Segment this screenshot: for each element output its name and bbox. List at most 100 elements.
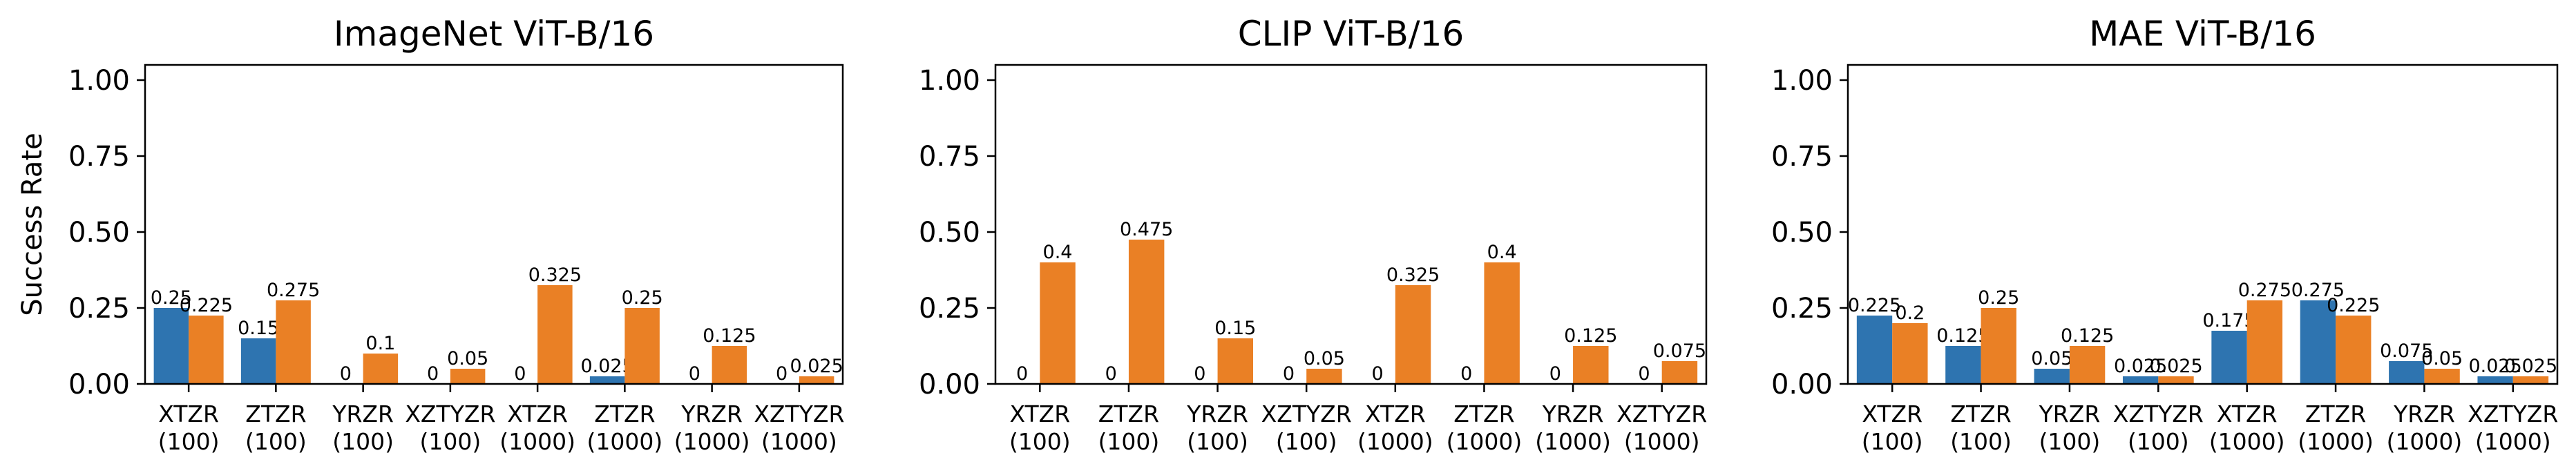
bar-value-label: 0.15 <box>1214 318 1256 339</box>
y-tick-label: 0.50 <box>919 217 980 249</box>
x-tick-sublabel: (100) <box>1276 428 1337 455</box>
x-tick-label: YRZR <box>680 400 743 427</box>
bar-series-2-4 <box>450 369 486 384</box>
plot-frame <box>1847 64 2559 385</box>
bar-value-label: 0.275 <box>267 280 320 301</box>
x-tick-sublabel: (1000) <box>1357 428 1433 455</box>
bar-series-2-3 <box>363 354 399 384</box>
x-tick-sublabel: (100) <box>332 428 394 455</box>
x-tick-label: YRZR <box>1186 400 1248 427</box>
bar-series-2-2 <box>1128 240 1165 384</box>
chart-panel-2: CLIP ViT-B/16 0 0 0 0 0 0 0 0 0.4 0.475 0.15 0.05 0.3… <box>919 14 1708 455</box>
x-tick-sublabel: (100) <box>1187 428 1248 455</box>
bar-value-label: 0 <box>1549 363 1561 385</box>
bar-series-2-5 <box>537 285 573 384</box>
bar-series-2-1 <box>189 316 224 384</box>
y-tick-label: 0.25 <box>1771 293 1833 325</box>
bar-value-label: 0.025 <box>790 356 843 377</box>
bar-value-label: 0.475 <box>1120 219 1173 240</box>
bar-series-1-8 <box>2477 376 2513 384</box>
bar-series-1-1 <box>153 308 189 384</box>
bar-value-label: 0 <box>1105 363 1117 385</box>
y-tick-label: 0.00 <box>919 369 980 400</box>
x-tick-sublabel: (1000) <box>2209 428 2285 455</box>
bar-series-1-5 <box>2211 331 2247 384</box>
chart-title: MAE ViT-B/16 <box>2089 14 2316 54</box>
plot-frame <box>994 64 1708 385</box>
bar-value-label: 0.4 <box>1043 242 1073 263</box>
y-tick-label: 1.00 <box>68 65 130 97</box>
bar-value-label: 0.075 <box>1653 340 1706 362</box>
bar-value-label: 0.05 <box>2421 348 2463 369</box>
y-tick-label: 1.00 <box>919 65 980 97</box>
bar-value-label: 0.25 <box>151 287 192 309</box>
bar-value-label: 0.4 <box>1487 242 1517 263</box>
bar-series-2-3 <box>2069 346 2106 384</box>
x-tick-sublabel: (100) <box>1098 428 1160 455</box>
x-tick-sublabel: (1000) <box>674 428 750 455</box>
bar-value-label: 0.125 <box>2061 325 2114 347</box>
x-tick-label: XTZR <box>2217 400 2278 427</box>
bar-series-2-7 <box>1573 346 1609 384</box>
bar-series-2-8 <box>2512 376 2549 384</box>
x-tick-label: XTZR <box>507 400 568 427</box>
bar-value-label: 0 <box>1283 363 1295 385</box>
bar-series-2-5 <box>1395 285 1431 384</box>
bar-value-label: 0.125 <box>703 325 756 347</box>
bar-value-label: 0 <box>340 363 352 385</box>
bar-series-1-7 <box>2389 361 2425 384</box>
x-tick-label: XZTYZR <box>754 400 844 427</box>
bar-value-label: 0.05 <box>1304 348 1345 369</box>
bar-value-label: 0.225 <box>180 295 233 316</box>
x-tick-label: ZTZR <box>1453 400 1514 427</box>
bar-value-label: 0 <box>1460 363 1472 385</box>
x-tick-label: XTZR <box>1862 400 1923 427</box>
x-tick-sublabel: (1000) <box>2387 428 2463 455</box>
bar-value-label: 0.25 <box>622 287 663 309</box>
x-tick-label: XZTYZR <box>2468 400 2558 427</box>
bar-series-2-8 <box>1661 361 1698 384</box>
chart-title: ImageNet ViT-B/16 <box>334 14 654 54</box>
x-tick-sublabel: (1000) <box>1447 428 1523 455</box>
bar-value-label: 0 <box>689 363 700 385</box>
bar-series-1-6 <box>2300 300 2336 384</box>
bar-value-label: 0 <box>1638 363 1650 385</box>
x-tick-sublabel: (1000) <box>2475 428 2551 455</box>
x-tick-sublabel: (1000) <box>761 428 837 455</box>
chart-title: CLIP ViT-B/16 <box>1238 14 1464 54</box>
bar-series-1-6 <box>589 376 625 384</box>
bar-series-2-7 <box>712 346 747 384</box>
x-tick-label: ZTZR <box>2305 400 2366 427</box>
x-tick-label: YRZR <box>2393 400 2455 427</box>
x-tick-label: XTZR <box>1009 400 1070 427</box>
x-tick-sublabel: (1000) <box>587 428 663 455</box>
y-tick-label: 0.75 <box>919 141 980 173</box>
bar-series-2-1 <box>1892 323 1928 384</box>
x-tick-label: YRZR <box>332 400 394 427</box>
bar-series-2-6 <box>624 308 660 384</box>
bar-series-2-2 <box>1981 308 2016 384</box>
bar-series-2-4 <box>2158 376 2194 384</box>
y-tick-label: 1.00 <box>1771 65 1833 97</box>
y-tick-label: 0.75 <box>1771 141 1833 173</box>
x-tick-sublabel: (1000) <box>1535 428 1611 455</box>
bar-series-2-6 <box>2336 316 2372 384</box>
x-tick-label: ZTZR <box>1950 400 2011 427</box>
bar-value-label: 0 <box>1371 363 1383 385</box>
bar-value-label: 0.05 <box>2031 348 2072 369</box>
y-tick-label: 0.25 <box>919 293 980 325</box>
x-tick-label: ZTZR <box>594 400 655 427</box>
x-tick-label: XZTYZR <box>1616 400 1707 427</box>
y-tick-label: 0.75 <box>68 141 130 173</box>
bar-series-2-2 <box>276 300 311 384</box>
x-tick-sublabel: (100) <box>1009 428 1071 455</box>
bar-value-label: 0.025 <box>2114 356 2167 377</box>
bar-value-label: 0 <box>1016 363 1028 385</box>
bar-series-1-3 <box>2034 369 2070 384</box>
bar-series-2-5 <box>2246 300 2283 384</box>
bar-value-label: 0.025 <box>2149 356 2202 377</box>
x-tick-label: ZTZR <box>245 400 306 427</box>
bar-value-label: 0 <box>1194 363 1205 385</box>
